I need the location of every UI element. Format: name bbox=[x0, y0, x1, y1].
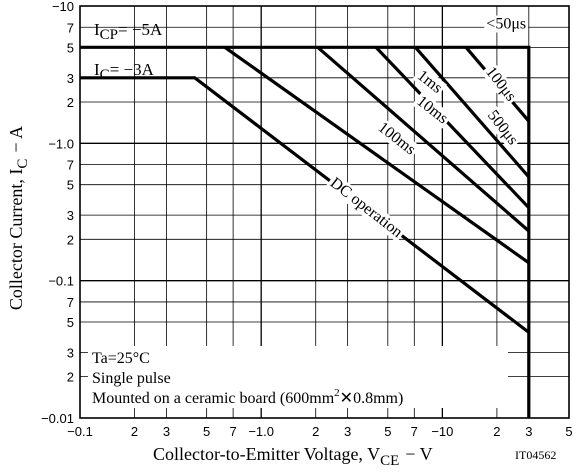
icp-annotation: ICP= −5A bbox=[94, 20, 163, 43]
x-tick-label: 3 bbox=[163, 424, 170, 439]
curve-label: DC operation bbox=[325, 173, 408, 243]
icp-symbol: I bbox=[94, 20, 100, 39]
x-tick-label: 5 bbox=[565, 424, 572, 439]
ic-subscript: C bbox=[100, 67, 110, 83]
x-tick-label: 7 bbox=[229, 424, 236, 439]
curve-label-bg bbox=[412, 65, 447, 99]
x-axis-label-unit: − V bbox=[405, 444, 432, 464]
y-tick-label: 2 bbox=[67, 370, 74, 385]
icp-subscript: CP bbox=[100, 27, 118, 43]
y-tick-label: 3 bbox=[67, 71, 74, 86]
x-axis-label: Collector-to-Emitter Voltage, VCE − V bbox=[153, 444, 433, 469]
ic-symbol: I bbox=[94, 60, 100, 79]
note-temperature: Ta=25°C bbox=[92, 350, 150, 367]
curve-label-bg bbox=[482, 105, 523, 150]
series-line-500-s bbox=[414, 46, 531, 178]
ic-annotation: IC= −3A bbox=[94, 60, 155, 83]
y-axis-label-main: Collector Current, I bbox=[6, 169, 26, 310]
x-tick-label: −0.1 bbox=[67, 424, 93, 439]
y-tick-label: 3 bbox=[67, 208, 74, 223]
curve-label-bg bbox=[484, 15, 529, 33]
note-single-pulse: Single pulse bbox=[92, 370, 171, 387]
x-tick-label: −1.0 bbox=[248, 424, 274, 439]
curve-label: 100μs bbox=[480, 61, 521, 107]
series-line-100ms bbox=[223, 45, 530, 265]
y-tick-label: −0.01 bbox=[41, 411, 74, 426]
note-mounting: Mounted on a ceramic board (600mm2✕0.8mm… bbox=[92, 387, 403, 407]
y-tick-label: 2 bbox=[67, 232, 74, 247]
y-tick-label: −10 bbox=[52, 0, 74, 14]
x-tick-label: 3 bbox=[344, 424, 351, 439]
plot-frame bbox=[79, 5, 570, 419]
curve-label-text: 500μs bbox=[484, 107, 521, 148]
y-tick-label: 5 bbox=[67, 40, 74, 55]
curve-label-bg bbox=[325, 173, 408, 243]
series-line-dc-operation bbox=[80, 76, 530, 334]
y-tick-label: 5 bbox=[67, 178, 74, 193]
x-tick-label: 5 bbox=[384, 424, 391, 439]
x-tick-label: 5 bbox=[203, 424, 210, 439]
curve-label: <50μs bbox=[484, 15, 529, 33]
note-mounting-sup: 2 bbox=[334, 387, 340, 399]
x-axis-label-main: Collector-to-Emitter Voltage, V bbox=[153, 444, 380, 464]
y-axis-label-sub: C bbox=[15, 159, 31, 169]
x-tick-label: −10 bbox=[431, 424, 453, 439]
y-tick-label: 2 bbox=[67, 95, 74, 110]
curve-label-text: 100μs bbox=[482, 64, 519, 105]
y-tick-label: 5 bbox=[67, 315, 74, 330]
series-line-10ms bbox=[316, 46, 530, 233]
y-tick-label: 7 bbox=[67, 158, 74, 173]
y-tick-label: 3 bbox=[67, 345, 74, 360]
x-axis-label-sub: CE bbox=[380, 453, 399, 469]
curve-label-text: 100ms bbox=[375, 119, 419, 159]
x-tick-label: 2 bbox=[131, 424, 138, 439]
note-mounting-a: Mounted on a ceramic board (600mm bbox=[92, 390, 335, 407]
curve-label-bg bbox=[480, 61, 521, 107]
curve-label-bg bbox=[411, 91, 453, 129]
series-line-1ms bbox=[374, 46, 530, 209]
y-axis-label: Collector Current, IC − A bbox=[6, 126, 31, 310]
ic-value: = −3A bbox=[110, 60, 155, 79]
y-tick-label: 7 bbox=[67, 295, 74, 310]
curve-label-text: <50μs bbox=[486, 16, 526, 33]
figure-code: IT04562 bbox=[515, 448, 556, 462]
y-axis-label-unit: − A bbox=[6, 126, 26, 153]
note-mounting-b: ✕0.8mm) bbox=[340, 390, 404, 407]
x-tick-label: 2 bbox=[312, 424, 319, 439]
x-tick-label: 3 bbox=[525, 424, 532, 439]
x-tick-label: 2 bbox=[493, 424, 500, 439]
y-tick-label: −0.1 bbox=[48, 274, 74, 289]
y-tick-label: 7 bbox=[67, 20, 74, 35]
curve-label: 10ms bbox=[411, 91, 453, 129]
curve-label-bg bbox=[373, 117, 421, 160]
y-tick-labels: −10 7 5 3 2 −1.0 7 5 3 2 −0.1 7 5 3 2 −0.01 bbox=[41, 0, 74, 426]
icp-value: = −5A bbox=[118, 20, 163, 39]
series-line-50-s bbox=[80, 45, 531, 418]
x-tick-labels: −0.1 2 3 5 7 −1.0 2 3 5 7 −10 2 3 5 bbox=[67, 424, 572, 439]
x-tick-label: 7 bbox=[411, 424, 418, 439]
series-lines bbox=[80, 45, 531, 418]
note-background bbox=[88, 346, 508, 408]
curve-label: 100ms bbox=[373, 117, 421, 160]
y-tick-label: −1.0 bbox=[48, 136, 74, 151]
